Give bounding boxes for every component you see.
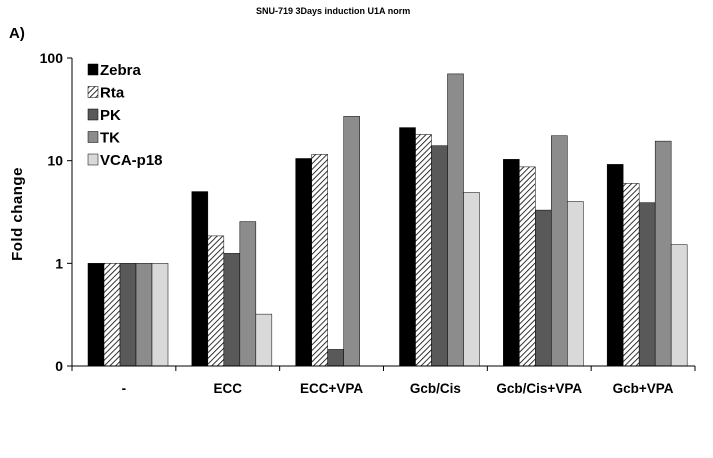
legend-swatch-pk	[87, 108, 99, 121]
bar-zebra-4	[399, 127, 416, 367]
bar-pk-2	[223, 253, 241, 367]
legend-swatch-tk	[87, 131, 99, 143]
bar-vca-p18-4	[463, 192, 480, 367]
panel-label: A)	[9, 25, 25, 42]
bar-rta-6	[622, 183, 640, 367]
bar-zebra-2	[191, 191, 209, 367]
chart-title: SNU-719 3Days induction U1A norm	[256, 6, 410, 16]
legend-label-vca-p18: VCA-p18	[100, 152, 163, 169]
x-category-label: ECC+VPA	[300, 381, 363, 396]
legend-swatch-rta	[87, 86, 99, 98]
y-tick-label: 1	[55, 255, 63, 271]
legend-label-tk: TK	[100, 130, 120, 147]
bar-vca-p18-5	[567, 201, 584, 367]
x-category-label: -	[122, 381, 127, 396]
x-category-label: Gcb/Cis+VPA	[496, 381, 582, 396]
x-category-label: Gcb/Cis	[410, 381, 461, 396]
bar-rta-4	[415, 134, 432, 367]
y-tick-label: 10	[47, 153, 63, 169]
y-tick-label: 0	[55, 358, 63, 374]
bar-tk-6	[654, 140, 672, 367]
legend-label-zebra: Zebra	[100, 62, 142, 79]
legend-label-rta: Rta	[100, 85, 125, 102]
bar-rta-2	[207, 235, 225, 367]
bar-tk-2	[239, 221, 257, 367]
bar-tk-4	[447, 73, 464, 367]
y-axis-label: Fold change	[9, 167, 26, 261]
bar-vca-p18-1	[151, 263, 169, 367]
bar-pk-3	[327, 349, 344, 367]
bar-zebra-6	[606, 164, 624, 367]
bar-rta-5	[519, 166, 536, 367]
bar-zebra-3	[295, 158, 312, 367]
bar-pk-5	[535, 209, 552, 367]
x-category-label: Gcb+VPA	[613, 381, 674, 396]
bar-pk-1	[119, 263, 137, 367]
bar-tk-5	[551, 135, 568, 367]
bar-zebra-1	[87, 263, 105, 367]
bar-tk-1	[135, 263, 153, 367]
bar-zebra-5	[503, 159, 520, 367]
bar-vca-p18-2	[255, 313, 273, 367]
bar-rta-1	[103, 263, 121, 367]
legend-swatch-vca-p18	[87, 153, 99, 166]
legend-swatch-zebra	[87, 63, 99, 76]
bar-pk-4	[431, 145, 448, 367]
bar-pk-6	[638, 202, 656, 367]
bar-rta-3	[311, 154, 328, 367]
legend-label-pk: PK	[100, 107, 121, 124]
bar-vca-p18-6	[670, 244, 688, 367]
y-tick-label: 100	[40, 50, 64, 66]
x-category-label: ECC	[213, 381, 242, 396]
bar-tk-3	[343, 116, 360, 367]
